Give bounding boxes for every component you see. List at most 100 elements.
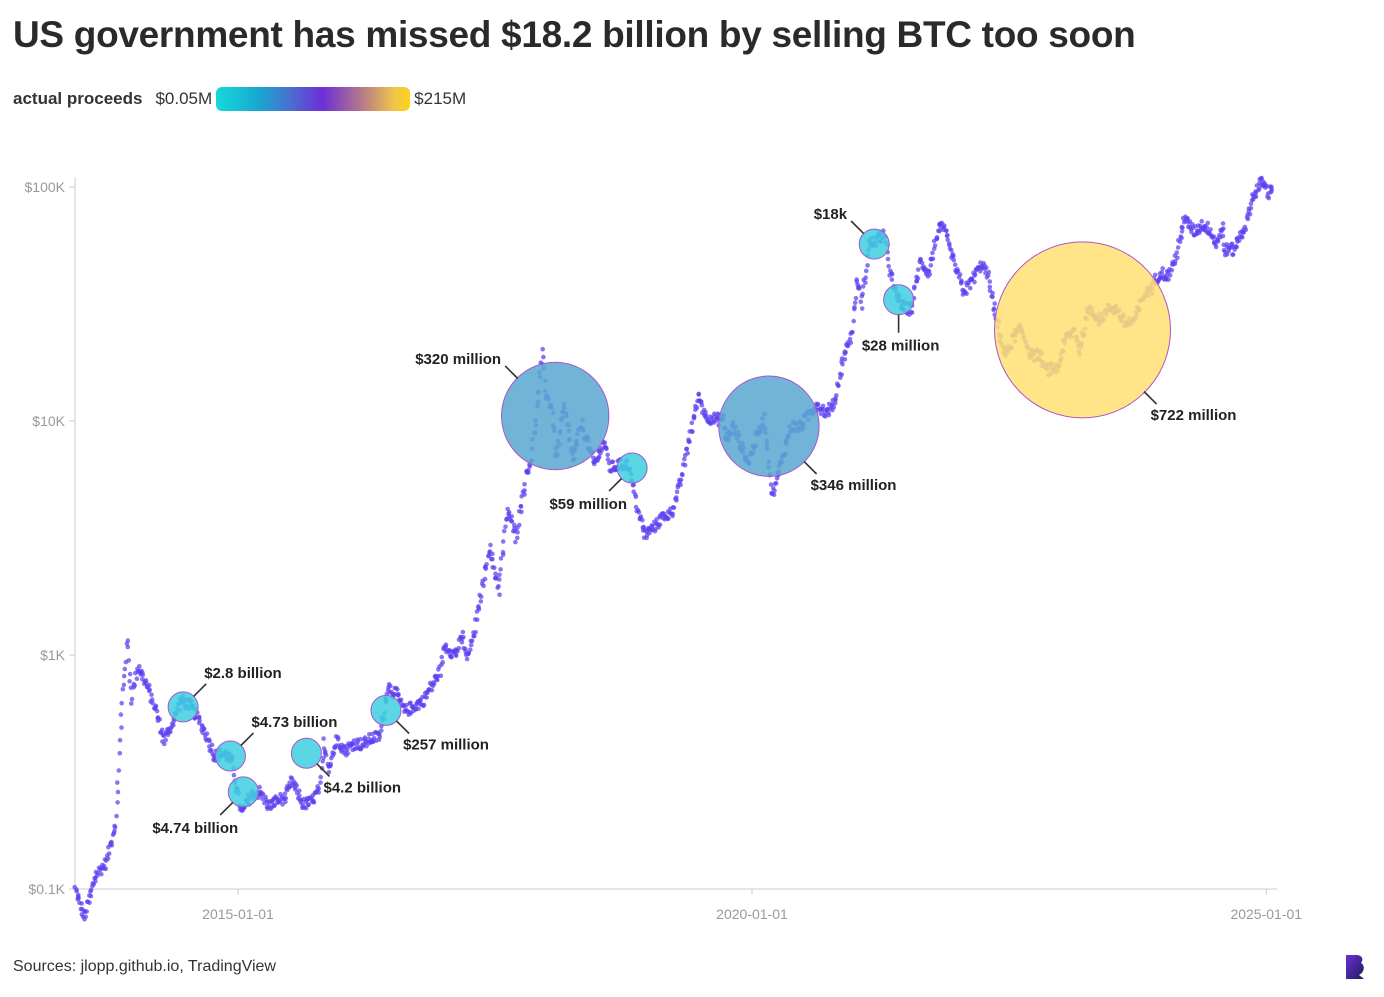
price-point: [602, 440, 608, 446]
price-point: [522, 482, 527, 487]
price-point: [919, 260, 925, 266]
price-point: [684, 446, 690, 452]
price-point: [438, 673, 444, 679]
sale-label: $4.74 billion: [152, 820, 238, 837]
price-point: [678, 482, 683, 488]
source-note: Sources: jlopp.github.io, TradingView: [13, 958, 276, 975]
sale-label: $346 million: [811, 477, 897, 494]
price-point: [379, 728, 384, 733]
sale-bubble: [370, 694, 402, 726]
price-point: [429, 687, 435, 693]
price-point: [209, 748, 214, 753]
price-point: [853, 295, 859, 301]
price-point: [991, 306, 997, 311]
sale-label: $28 million: [862, 338, 940, 355]
price-point: [83, 914, 88, 920]
price-point: [519, 509, 524, 515]
sale-bubble: [501, 361, 610, 471]
price-point: [424, 695, 430, 700]
price-point: [112, 828, 117, 834]
price-point: [930, 250, 935, 256]
price-point: [120, 686, 126, 692]
price-point: [696, 392, 701, 397]
price-point: [820, 403, 826, 409]
price-point: [1243, 227, 1249, 232]
price-point: [927, 272, 933, 277]
price-point: [633, 492, 638, 497]
price-point: [147, 682, 152, 688]
price-point: [678, 477, 684, 483]
price-point: [490, 551, 495, 557]
price-point: [468, 647, 473, 652]
price-point: [500, 549, 506, 555]
price-point: [362, 735, 368, 740]
price-point: [987, 284, 993, 290]
price-point: [518, 504, 524, 509]
price-point: [1173, 258, 1178, 264]
price-point: [204, 731, 210, 736]
price-point: [992, 301, 997, 306]
price-point: [321, 736, 326, 741]
price-point: [773, 480, 779, 486]
price-point: [889, 271, 895, 277]
price-point: [889, 277, 895, 282]
price-point: [527, 464, 533, 469]
price-point: [860, 284, 866, 289]
price-point: [129, 701, 134, 706]
price-point: [283, 799, 288, 805]
price-point: [498, 567, 503, 572]
price-point: [843, 350, 848, 355]
price-point: [851, 318, 856, 324]
price-point: [635, 507, 641, 513]
price-point: [500, 539, 506, 544]
price-point: [944, 228, 949, 234]
price-point: [1248, 201, 1254, 207]
price-point: [435, 677, 440, 683]
price-point: [852, 300, 858, 305]
y-tick-label: $1K: [40, 647, 66, 663]
sale-bubble: [214, 740, 246, 772]
price-point: [431, 681, 437, 687]
price-point: [1159, 270, 1165, 275]
price-point: [909, 310, 915, 315]
price-point: [484, 562, 489, 567]
price-point: [860, 291, 865, 297]
price-point: [1230, 252, 1236, 257]
price-point: [125, 644, 131, 650]
price-point: [443, 642, 449, 647]
price-point: [114, 813, 119, 819]
price-point: [322, 749, 328, 754]
price-point: [690, 429, 695, 435]
price-point: [323, 752, 329, 758]
price-point: [197, 718, 202, 723]
price-point: [119, 725, 124, 730]
price-point: [103, 866, 108, 872]
axes: $0.1K $1K $10K $100K 2015-01-01 2020-01-01 202…: [25, 177, 1302, 922]
price-point: [834, 393, 839, 398]
price-point: [88, 893, 94, 899]
y-tick-label: $100K: [25, 179, 66, 195]
price-point: [168, 729, 173, 734]
label-leader-line: [504, 365, 519, 380]
price-point: [682, 456, 687, 462]
price-point: [847, 336, 853, 342]
price-point: [282, 791, 288, 796]
price-point: [1266, 195, 1272, 201]
price-point: [150, 701, 155, 706]
price-point: [473, 630, 479, 635]
price-point: [942, 223, 947, 228]
price-point: [515, 535, 520, 541]
price-point: [358, 736, 363, 742]
price-point: [127, 679, 132, 684]
price-point: [118, 712, 124, 717]
price-point: [1174, 250, 1180, 255]
price-point: [201, 727, 207, 732]
chart-title: US government has missed $18.2 billion b…: [13, 14, 1136, 55]
price-point: [650, 523, 655, 529]
price-point: [134, 676, 140, 681]
price-point: [1179, 229, 1185, 234]
price-point: [1211, 234, 1217, 239]
price-point: [1221, 226, 1226, 231]
price-point: [1204, 225, 1210, 230]
price-point: [87, 900, 92, 905]
